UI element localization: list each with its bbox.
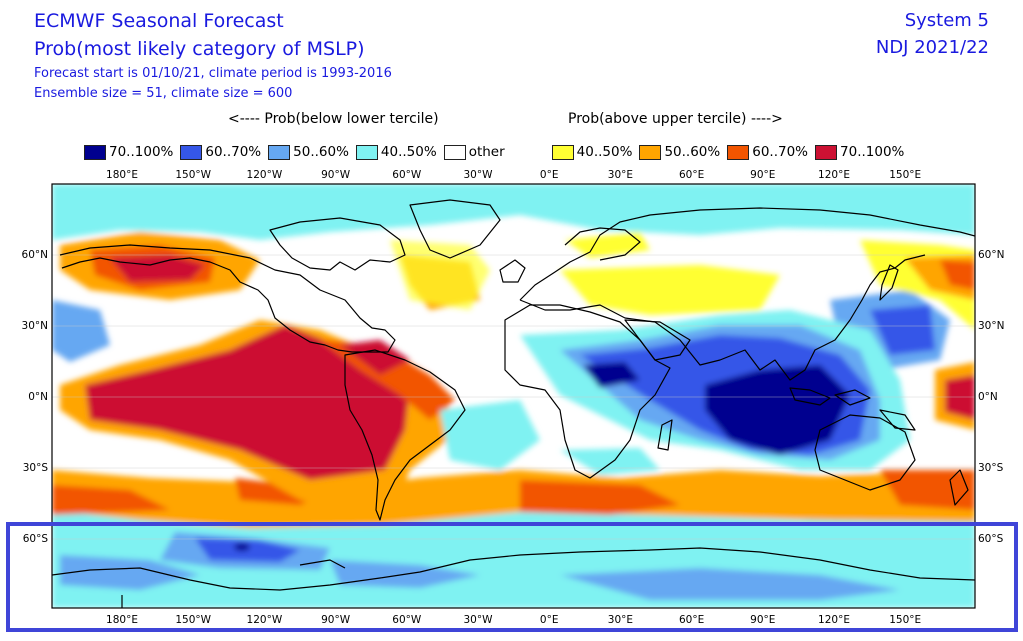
legend: 70..100% 60..70% 50..60% 40..50% other 40..50… (84, 144, 911, 160)
axis-tick-label: 90°W (321, 614, 351, 626)
axis-tick-label: 60°N (978, 249, 1004, 261)
axis-tick-label: 120°E (818, 614, 850, 626)
axis-tick-label: 0°E (540, 614, 559, 626)
legend-item: 40..50% (551, 144, 633, 160)
axis-tick-label: 60°E (679, 614, 704, 626)
highlight-box (6, 522, 1018, 632)
legend-label: 60..70% (752, 144, 809, 160)
axis-tick-label: 60°W (392, 614, 422, 626)
legend-item: 50..60% (639, 144, 720, 160)
axis-tick-label: 30°W (464, 614, 494, 626)
axis-tick-label: 60°S (978, 533, 1004, 545)
axis-tick-label: 90°W (321, 169, 351, 181)
lat-labels-left: 60°N 30°N 0°N 30°S 60°S (22, 249, 49, 545)
axis-tick-label: 60°S (23, 533, 49, 545)
axis-tick-label: 30°N (22, 320, 48, 332)
legend-item: 70..100% (84, 144, 173, 160)
legend-label: other (468, 144, 505, 160)
legend-label: 40..50% (380, 144, 437, 160)
axis-tick-label: 150°W (175, 614, 211, 626)
legend-label: 40..50% (576, 144, 633, 160)
axis-tick-label: 30°N (978, 320, 1004, 332)
legend-item: other (443, 144, 505, 160)
page-title: ECMWF Seasonal Forecast (34, 10, 284, 32)
legend-swatch (639, 144, 662, 160)
system-label: System 5 (904, 10, 989, 31)
legend-item: 50..60% (268, 144, 349, 160)
axis-tick-label: 60°E (679, 169, 704, 181)
legend-swatch (84, 144, 106, 160)
axis-tick-label: 150°W (175, 169, 211, 181)
axis-tick-label: 120°W (247, 169, 283, 181)
legend-label: 70..100% (109, 144, 174, 160)
axis-tick-label: 180°E (106, 614, 138, 626)
legend-label: 50..60% (664, 144, 721, 160)
map-field (52, 184, 975, 608)
legend-item: 40..50% (355, 144, 437, 160)
axis-tick-label: 60°W (392, 169, 422, 181)
axis-tick-label: 120°W (247, 614, 283, 626)
legend-swatch (443, 144, 466, 160)
below-tercile-label: <---- Prob(below lower tercile) (228, 111, 439, 127)
lat-labels-right: 60°N 30°N 0°N 30°S 60°S (978, 249, 1004, 545)
ensemble-size-text: Ensemble size = 51, climate size = 600 (34, 86, 293, 101)
axis-tick-label: 30°W (464, 169, 494, 181)
axis-tick-label: 120°E (818, 169, 850, 181)
axis-tick-label: 90°E (750, 614, 775, 626)
above-tercile-label: Prob(above upper tercile) ----> (568, 111, 783, 127)
legend-label: 60..70% (205, 144, 262, 160)
legend-label: 50..60% (293, 144, 349, 160)
axis-tick-label: 150°E (889, 614, 921, 626)
legend-item: 60..70% (180, 144, 261, 160)
axis-tick-label: 90°E (750, 169, 775, 181)
legend-swatch (180, 144, 203, 160)
lon-labels-bottom: 180°E 150°W 120°W 90°W 60°W 30°W 0°E 30°E 60°E 90… (106, 614, 921, 626)
axis-tick-label: 30°E (608, 614, 633, 626)
axis-tick-label: 180°E (106, 169, 138, 181)
legend-swatch (815, 144, 838, 160)
axis-tick-label: 0°N (28, 391, 48, 403)
legend-swatch (268, 144, 291, 160)
axis-tick-label: 150°E (889, 169, 921, 181)
legend-label: 70..100% (840, 144, 905, 160)
legend-item: 70..100% (815, 144, 904, 160)
axis-tick-label: 30°E (608, 169, 633, 181)
legend-swatch (355, 144, 378, 160)
axis-tick-label: 30°S (23, 462, 49, 474)
lon-labels-top: 180°E 150°W 120°W 90°W 60°W 30°W 0°E 30°E 60°E 90… (106, 169, 921, 181)
season-label: NDJ 2021/22 (875, 37, 989, 58)
legend-swatch (727, 144, 750, 160)
axis-tick-label: 30°S (978, 462, 1004, 474)
legend-swatch (551, 144, 574, 160)
legend-item: 60..70% (727, 144, 808, 160)
axis-tick-label: 0°N (978, 391, 998, 403)
page-subtitle: Prob(most likely category of MSLP) (34, 38, 365, 60)
forecast-start-text: Forecast start is 01/10/21, climate peri… (34, 66, 392, 81)
axis-tick-label: 0°E (540, 169, 559, 181)
axis-tick-label: 60°N (22, 249, 48, 261)
